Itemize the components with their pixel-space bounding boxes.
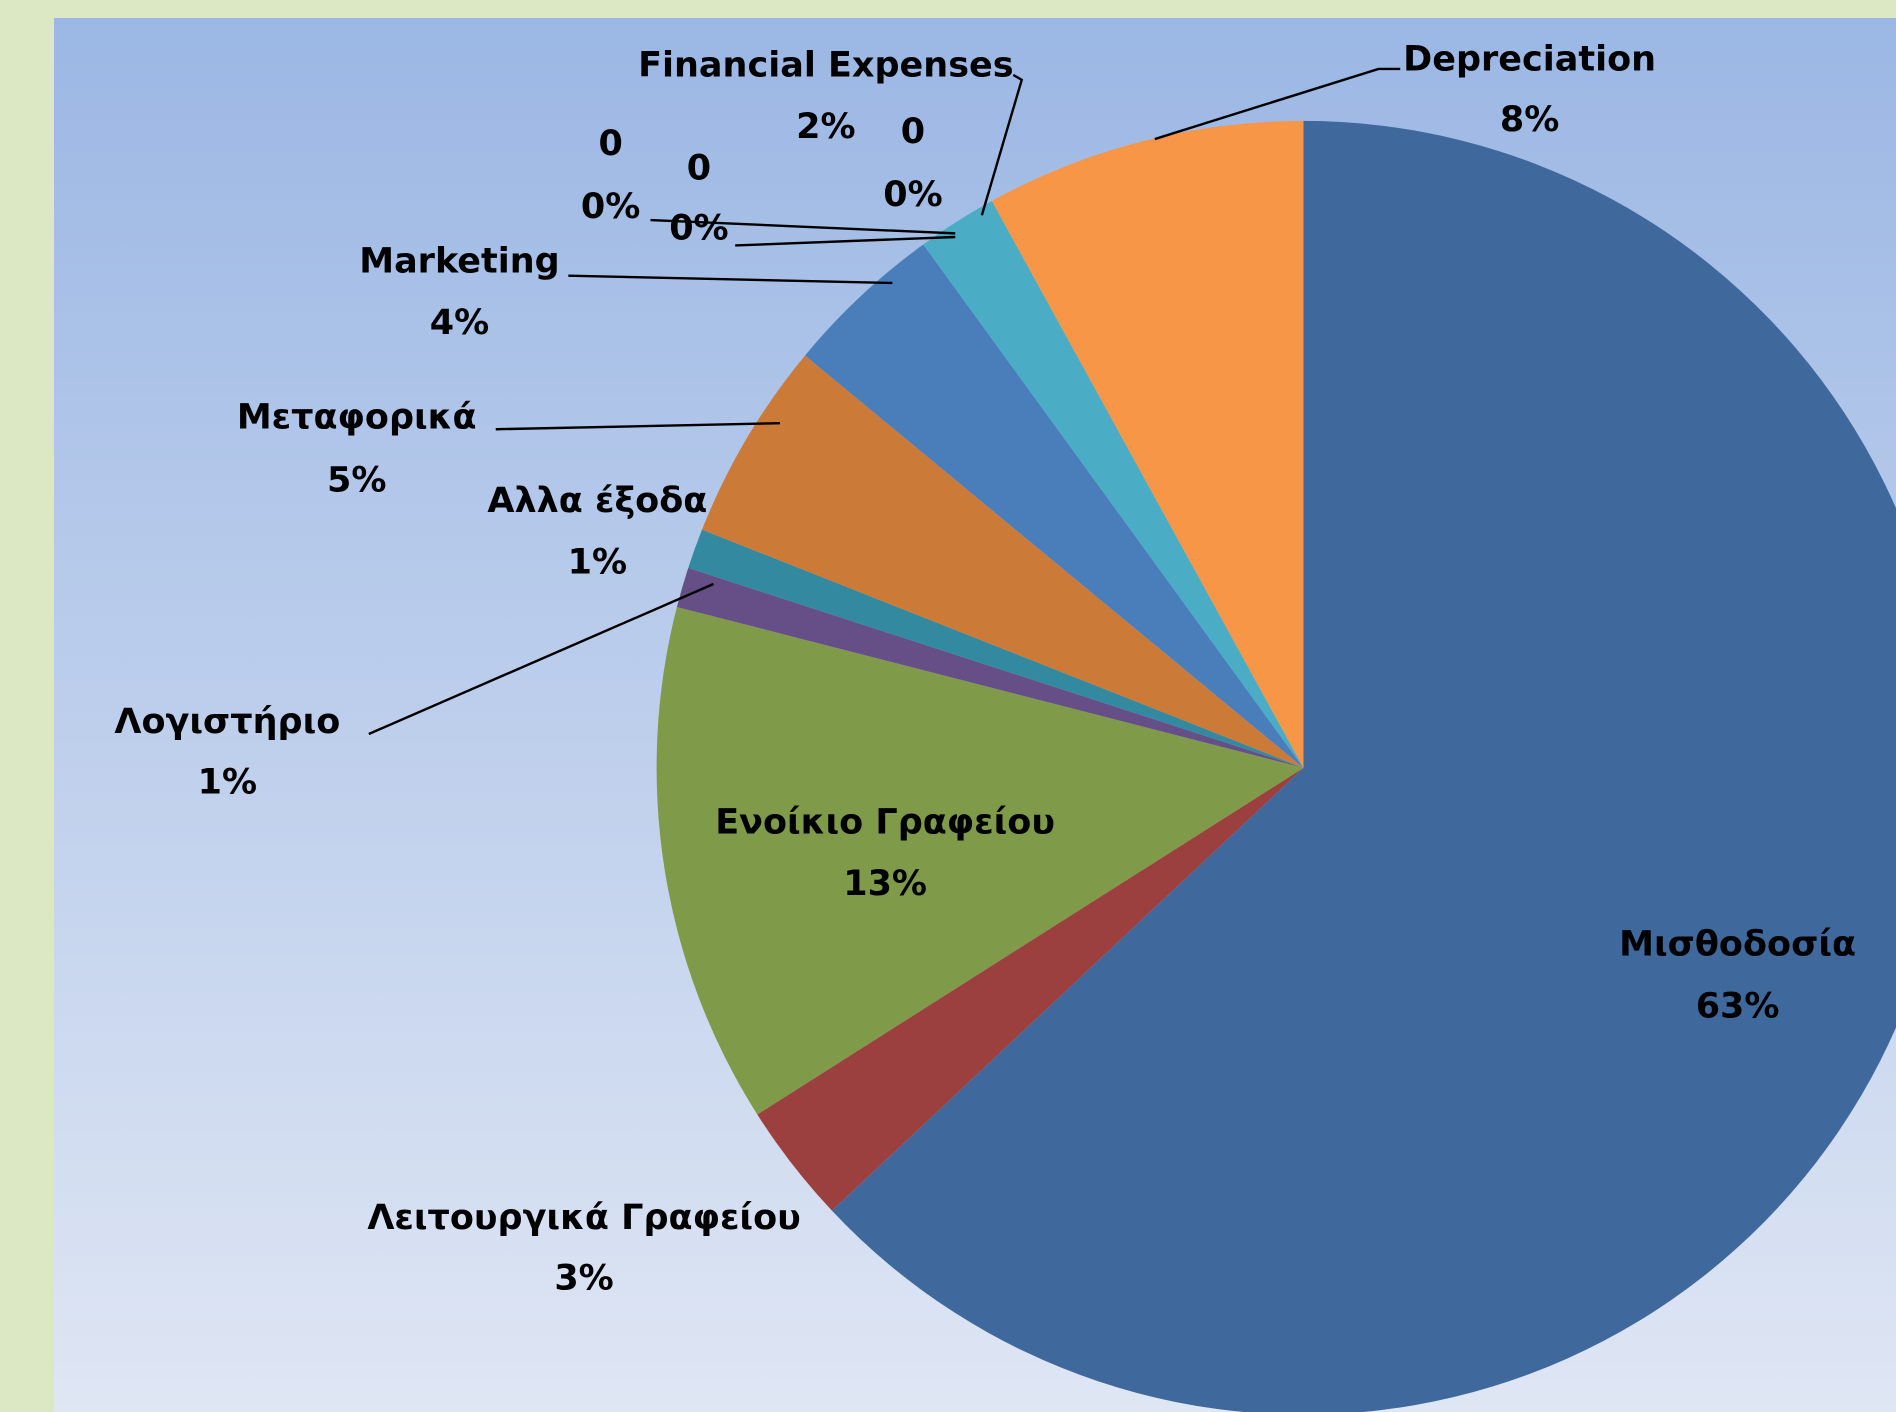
leader-line	[650, 218, 956, 235]
slice-label: Αλλα έξοδα	[487, 481, 707, 521]
pie-slice	[831, 120, 1896, 1412]
pie-slice	[991, 200, 1304, 768]
slice-label: 0	[901, 112, 925, 152]
slice-label: Μισθοδοσία	[1619, 925, 1856, 965]
slice-label: Financial Expenses	[638, 46, 1014, 86]
leader-line	[1154, 67, 1401, 141]
pie-slice	[676, 567, 1304, 768]
pie-slice	[991, 120, 1304, 768]
pie-slice	[805, 244, 1304, 768]
slice-label: Ενοίκιο Γραφείου	[715, 802, 1055, 842]
slice-value-label: 13%	[843, 864, 927, 904]
slice-value-label: 2%	[796, 107, 855, 147]
slice-label: 0	[687, 148, 711, 188]
slice-value-label: 5%	[327, 460, 386, 500]
pie	[656, 120, 1896, 1412]
slice-label: Marketing	[359, 241, 559, 281]
slice-label: Λογιστήριο	[114, 702, 340, 742]
pie-slice	[923, 200, 1304, 768]
slice-value-label: 0%	[883, 175, 942, 215]
pie-slice	[702, 355, 1304, 768]
slice-value-label: 3%	[554, 1258, 613, 1298]
slice-label: 0	[598, 124, 622, 164]
slice-value-label: 0%	[581, 187, 640, 227]
leader-line	[735, 235, 956, 247]
pie-slice	[688, 529, 1304, 768]
pie-slice	[757, 767, 1304, 1211]
leader-line	[980, 73, 1024, 216]
slice-value-label: 8%	[1500, 100, 1559, 140]
leader-line	[568, 274, 893, 285]
slice-value-label: 1%	[568, 542, 627, 582]
pie-slice	[656, 606, 1304, 1115]
slice-value-label: 4%	[430, 303, 489, 343]
leader-line	[495, 422, 780, 431]
leader-line	[368, 582, 714, 736]
labels: Μισθοδοσία 63% Λειτουργικά Γραφείου 3% Ενοίκ…	[114, 39, 1856, 1298]
slice-label: Μεταφορικά	[237, 397, 477, 437]
slice-value-label: 63%	[1696, 986, 1780, 1026]
slice-label: Λειτουργικά Γραφείου	[367, 1198, 800, 1238]
slice-value-label: 1%	[198, 763, 257, 803]
slice-value-label: 0%	[669, 209, 728, 249]
slice-label: Depreciation	[1403, 39, 1656, 79]
